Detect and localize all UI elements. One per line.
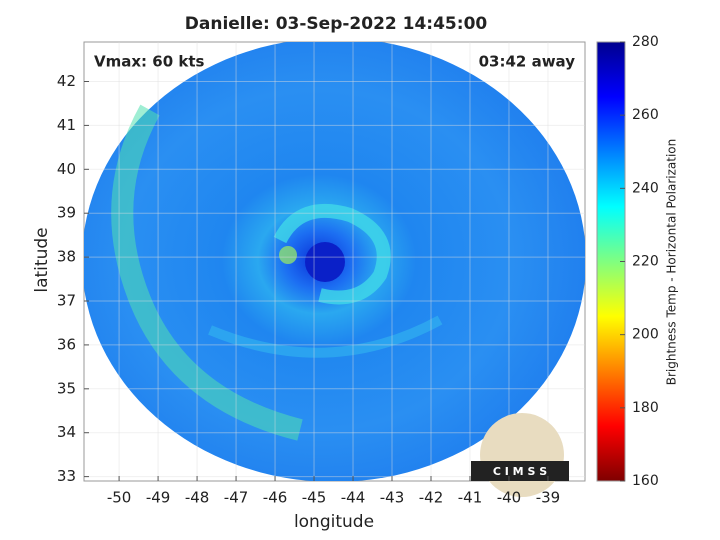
logo-bar xyxy=(471,461,569,481)
x-tick-label: -42 xyxy=(419,489,444,507)
eye xyxy=(305,242,345,282)
colorbar-tick-label: 260 xyxy=(632,107,659,123)
satellite-image xyxy=(84,42,585,481)
rain-band xyxy=(208,315,443,358)
y-tick-label: 41 xyxy=(57,116,76,134)
x-tick-label: -41 xyxy=(458,489,483,507)
x-tick-label: -45 xyxy=(302,489,327,507)
y-tick-label: 39 xyxy=(57,204,76,222)
y-tick-label: 38 xyxy=(57,248,76,266)
outer-band xyxy=(111,104,303,441)
colorbar-label: Brightness Temp - Horizontal Polarizatio… xyxy=(665,139,679,386)
chart-title: Danielle: 03-Sep-2022 14:45:00 xyxy=(185,14,488,34)
x-tick-label: -43 xyxy=(380,489,405,507)
y-axis-label: latitude xyxy=(32,227,52,292)
y-tick-label: 34 xyxy=(57,423,76,441)
colorbar-tick-label: 280 xyxy=(632,34,659,50)
y-tick-label: 40 xyxy=(57,160,76,178)
x-tick-label: -40 xyxy=(497,489,522,507)
x-tick-label: -48 xyxy=(185,489,210,507)
annotation: Vmax: 60 kts xyxy=(94,53,204,71)
x-tick-label: -44 xyxy=(341,489,366,507)
colorbar-tick-label: 240 xyxy=(632,180,659,196)
annotation: 03:42 away xyxy=(479,53,576,71)
colorbar-tick-label: 180 xyxy=(632,400,659,416)
colorbar-tick-label: 200 xyxy=(632,327,659,343)
logo-circle xyxy=(480,413,564,497)
x-tick-label: -49 xyxy=(146,489,171,507)
y-tick-label: 33 xyxy=(57,467,76,485)
colorbar-tick-label: 220 xyxy=(632,254,659,270)
x-tick-label: -47 xyxy=(224,489,249,507)
logo: C I M S S xyxy=(471,413,569,497)
y-tick-label: 35 xyxy=(57,379,76,397)
x-axis-label: longitude xyxy=(294,512,374,532)
y-tick-label: 36 xyxy=(57,335,76,353)
y-tick-label: 42 xyxy=(57,72,76,90)
logo-text: C I M S S xyxy=(493,465,547,478)
y-tick-label: 37 xyxy=(57,292,76,310)
colorbar-tick-label: 160 xyxy=(632,473,659,489)
x-tick-label: -46 xyxy=(263,489,288,507)
x-tick-label: -39 xyxy=(536,489,561,507)
x-tick-label: -50 xyxy=(107,489,132,507)
eyewall xyxy=(273,203,391,305)
eyewall-spot xyxy=(279,246,297,264)
